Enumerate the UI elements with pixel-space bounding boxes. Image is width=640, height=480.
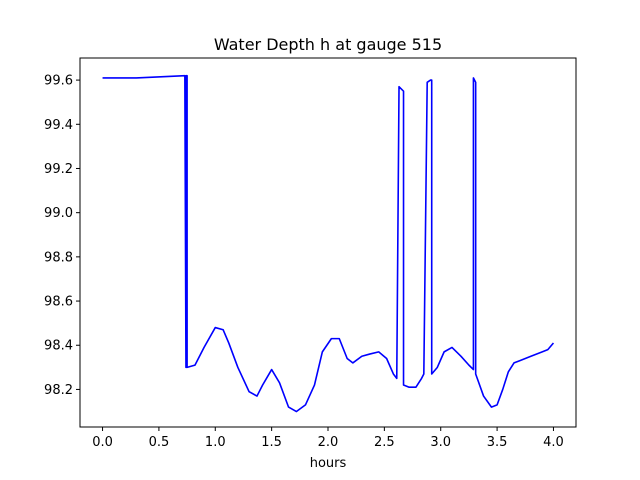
x-tick-label: 1.0 — [205, 435, 226, 450]
x-tick-label: 0.5 — [149, 435, 170, 450]
x-axis-ticks: 0.0 0.5 1.0 1.5 2.0 2.5 3.0 3.5 4.0 — [92, 427, 564, 450]
x-tick-label: 2.0 — [318, 435, 339, 450]
chart-title: Water Depth h at gauge 515 — [214, 35, 442, 54]
x-tick-label: 3.5 — [487, 435, 508, 450]
x-tick-label: 0.0 — [92, 435, 113, 450]
x-axis-label: hours — [310, 456, 347, 471]
plot-area — [102, 74, 555, 413]
x-tick-label: 4.0 — [543, 435, 564, 450]
y-tick-label: 98.4 — [44, 339, 73, 354]
y-tick-label: 99.6 — [44, 74, 73, 89]
x-tick-label: 2.5 — [374, 435, 395, 450]
y-tick-label: 99.2 — [44, 162, 73, 177]
y-tick-label: 99.4 — [44, 118, 73, 133]
y-tick-label: 98.2 — [44, 383, 73, 398]
series-line-0 — [102, 74, 555, 413]
y-tick-label: 98.6 — [44, 295, 73, 310]
x-tick-label: 1.5 — [261, 435, 282, 450]
y-tick-label: 98.8 — [44, 250, 73, 265]
y-axis-ticks: 98.2 98.4 98.6 98.8 99.0 99.2 99.4 99.6 — [44, 74, 80, 398]
x-tick-label: 3.0 — [430, 435, 451, 450]
y-tick-label: 99.0 — [44, 206, 73, 221]
